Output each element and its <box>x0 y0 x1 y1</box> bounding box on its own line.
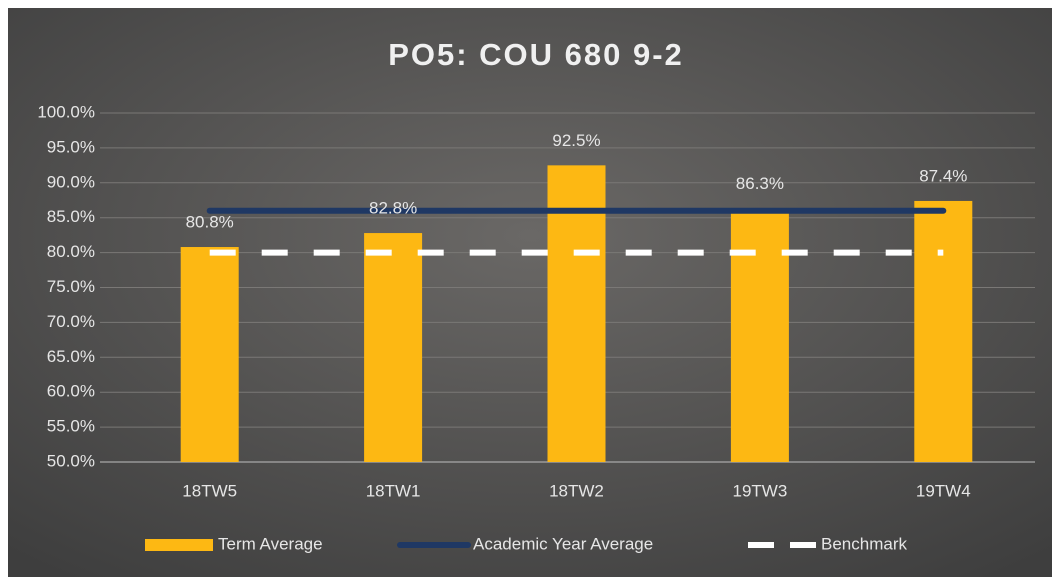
data-label: 82.8% <box>369 199 417 218</box>
y-tick-label: 100.0% <box>37 102 95 121</box>
y-tick-label: 75.0% <box>47 277 95 296</box>
legend-label: Academic Year Average <box>473 534 653 553</box>
y-tick-label: 80.0% <box>47 242 95 261</box>
bar <box>730 208 789 462</box>
legend-label: Term Average <box>218 534 323 553</box>
y-tick-label: 55.0% <box>47 417 95 436</box>
y-tick-label: 90.0% <box>47 172 95 191</box>
legend-label: Benchmark <box>821 534 907 553</box>
data-label: 92.5% <box>552 131 600 150</box>
x-tick-label: 19TW3 <box>733 481 788 500</box>
data-label: 86.3% <box>736 174 784 193</box>
x-tick-label: 18TW1 <box>366 481 421 500</box>
y-tick-label: 60.0% <box>47 382 95 401</box>
x-tick-label: 18TW5 <box>182 481 237 500</box>
y-tick-label: 70.0% <box>47 312 95 331</box>
bar <box>180 247 239 462</box>
y-tick-label: 85.0% <box>47 207 95 226</box>
chart-title: PO5: COU 680 9-2 <box>388 37 684 72</box>
bar <box>364 233 423 462</box>
data-label: 87.4% <box>919 166 967 185</box>
x-tick-label: 19TW4 <box>916 481 971 500</box>
y-tick-label: 50.0% <box>47 451 95 470</box>
data-label: 80.8% <box>186 213 234 232</box>
y-tick-label: 65.0% <box>47 347 95 366</box>
bar <box>914 200 973 462</box>
bar <box>547 165 606 462</box>
chart-background <box>8 8 1052 577</box>
x-tick-label: 18TW2 <box>549 481 604 500</box>
legend-swatch <box>145 539 213 551</box>
y-tick-label: 95.0% <box>47 137 95 156</box>
